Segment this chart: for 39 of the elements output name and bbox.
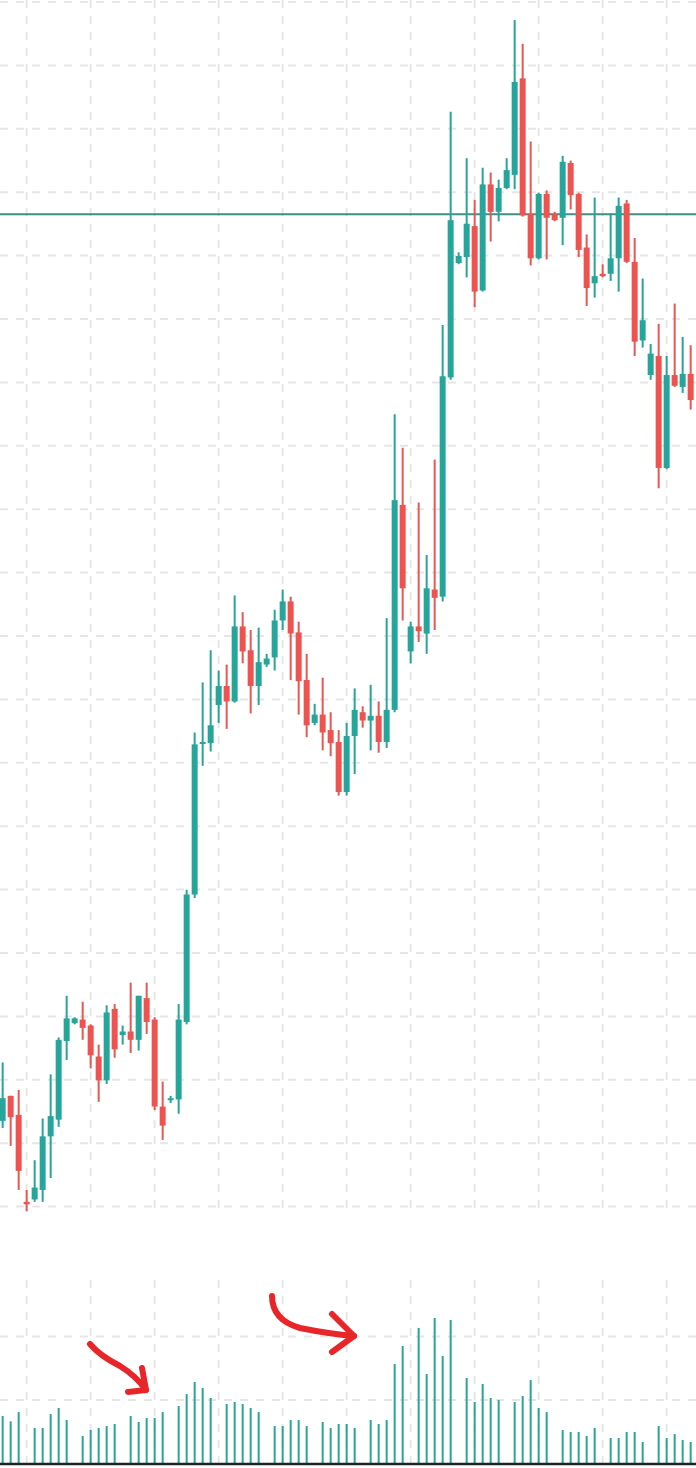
candlestick [0, 1061, 6, 1129]
candlestick [375, 700, 382, 754]
candlestick [87, 1023, 94, 1070]
candlestick [159, 1080, 166, 1141]
candlestick [271, 608, 278, 672]
candlestick [591, 196, 598, 299]
candlestick [431, 458, 438, 631]
candlestick [423, 553, 430, 655]
candlestick [311, 702, 318, 727]
candlestick [319, 676, 326, 752]
candlestick [223, 663, 230, 730]
candlestick [279, 588, 286, 631]
candlestick [671, 302, 678, 388]
candlestick [647, 343, 654, 381]
candlestick [359, 705, 366, 729]
candlestick [407, 620, 414, 665]
candlestick [111, 1003, 118, 1059]
candlestick [487, 171, 494, 243]
candlestick [607, 212, 614, 282]
candlestick [199, 681, 206, 767]
candlestick [495, 178, 502, 223]
candlestick [95, 1043, 102, 1103]
candlestick [135, 994, 142, 1052]
candlestick [351, 687, 358, 776]
candlestick [247, 629, 254, 715]
candlestick [287, 595, 294, 682]
candlestick [207, 649, 214, 753]
candlestick [255, 626, 262, 707]
candlestick [687, 344, 694, 411]
candlestick [679, 335, 686, 394]
candlestick [415, 501, 422, 643]
candlestick [127, 981, 134, 1054]
candlestick [463, 157, 470, 279]
candlestick [543, 189, 550, 261]
candlestick [639, 277, 646, 349]
candlestick [215, 669, 222, 724]
candlestick [367, 683, 374, 752]
candlestick [383, 617, 390, 749]
candlestick [119, 1024, 126, 1046]
